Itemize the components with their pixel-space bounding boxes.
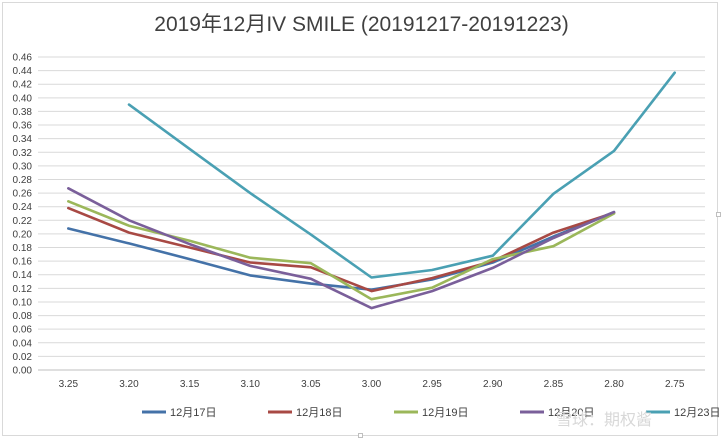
- y-tick-label: 0.38: [13, 107, 33, 118]
- x-tick-label: 3.25: [59, 379, 79, 390]
- y-tick-label: 0.28: [13, 175, 33, 186]
- y-tick-label: 0.36: [13, 121, 33, 132]
- series-line: [67, 206, 616, 293]
- y-tick-label: 0.34: [13, 134, 33, 145]
- y-tick-label: 0.02: [13, 352, 33, 363]
- x-tick-label: 2.85: [544, 379, 564, 390]
- x-tick-label: 3.05: [301, 379, 321, 390]
- y-tick-label: 0.08: [13, 311, 33, 322]
- x-tick-label: 2.75: [665, 379, 685, 390]
- y-tick-label: 0.06: [13, 325, 33, 336]
- y-tick-label: 0.32: [13, 148, 33, 159]
- y-tick-label: 0.22: [13, 216, 33, 227]
- y-tick-label: 0.18: [13, 243, 33, 254]
- chart-title: 2019年12月IV SMILE (20191217-20191223): [154, 13, 569, 36]
- series-line: [127, 71, 677, 279]
- legend-label: 12月23日: [674, 407, 720, 419]
- legend-label: 12月19日: [422, 407, 468, 419]
- y-tick-label: 0.10: [13, 297, 33, 308]
- watermark-text: 雪球：期权酱: [556, 410, 653, 429]
- legend-label: 12月18日: [296, 407, 342, 419]
- y-tick-label: 0.26: [13, 189, 33, 200]
- legend-label: 12月17日: [170, 407, 216, 419]
- legend-label: 12月20日: [548, 407, 594, 419]
- series-line: [67, 187, 616, 310]
- y-tick-label: 0.46: [13, 53, 33, 64]
- series-line: [67, 210, 616, 292]
- x-tick-label: 3.15: [180, 379, 200, 390]
- y-tick-label: 0.30: [13, 161, 33, 172]
- x-tick-label: 2.95: [422, 379, 442, 390]
- resize-handle-right[interactable]: [716, 212, 721, 217]
- y-tick-label: 0.14: [13, 270, 33, 281]
- y-tick-label: 0.04: [13, 338, 33, 349]
- y-tick-label: 0.12: [13, 284, 33, 295]
- resize-handle-bottom[interactable]: [358, 433, 363, 438]
- x-tick-label: 2.90: [483, 379, 503, 390]
- y-tick-label: 0.24: [13, 202, 33, 213]
- y-tick-label: 0.16: [13, 257, 33, 268]
- x-tick-label: 3.20: [119, 379, 139, 390]
- x-tick-label: 3.10: [240, 379, 260, 390]
- x-tick-label: 2.80: [604, 379, 624, 390]
- y-tick-label: 0.42: [13, 80, 33, 91]
- y-tick-label: 0.40: [13, 93, 33, 104]
- x-tick-label: 3.00: [362, 379, 382, 390]
- y-tick-label: 0.44: [13, 66, 33, 77]
- y-tick-label: 0.00: [13, 366, 33, 377]
- y-tick-label: 0.20: [13, 229, 33, 240]
